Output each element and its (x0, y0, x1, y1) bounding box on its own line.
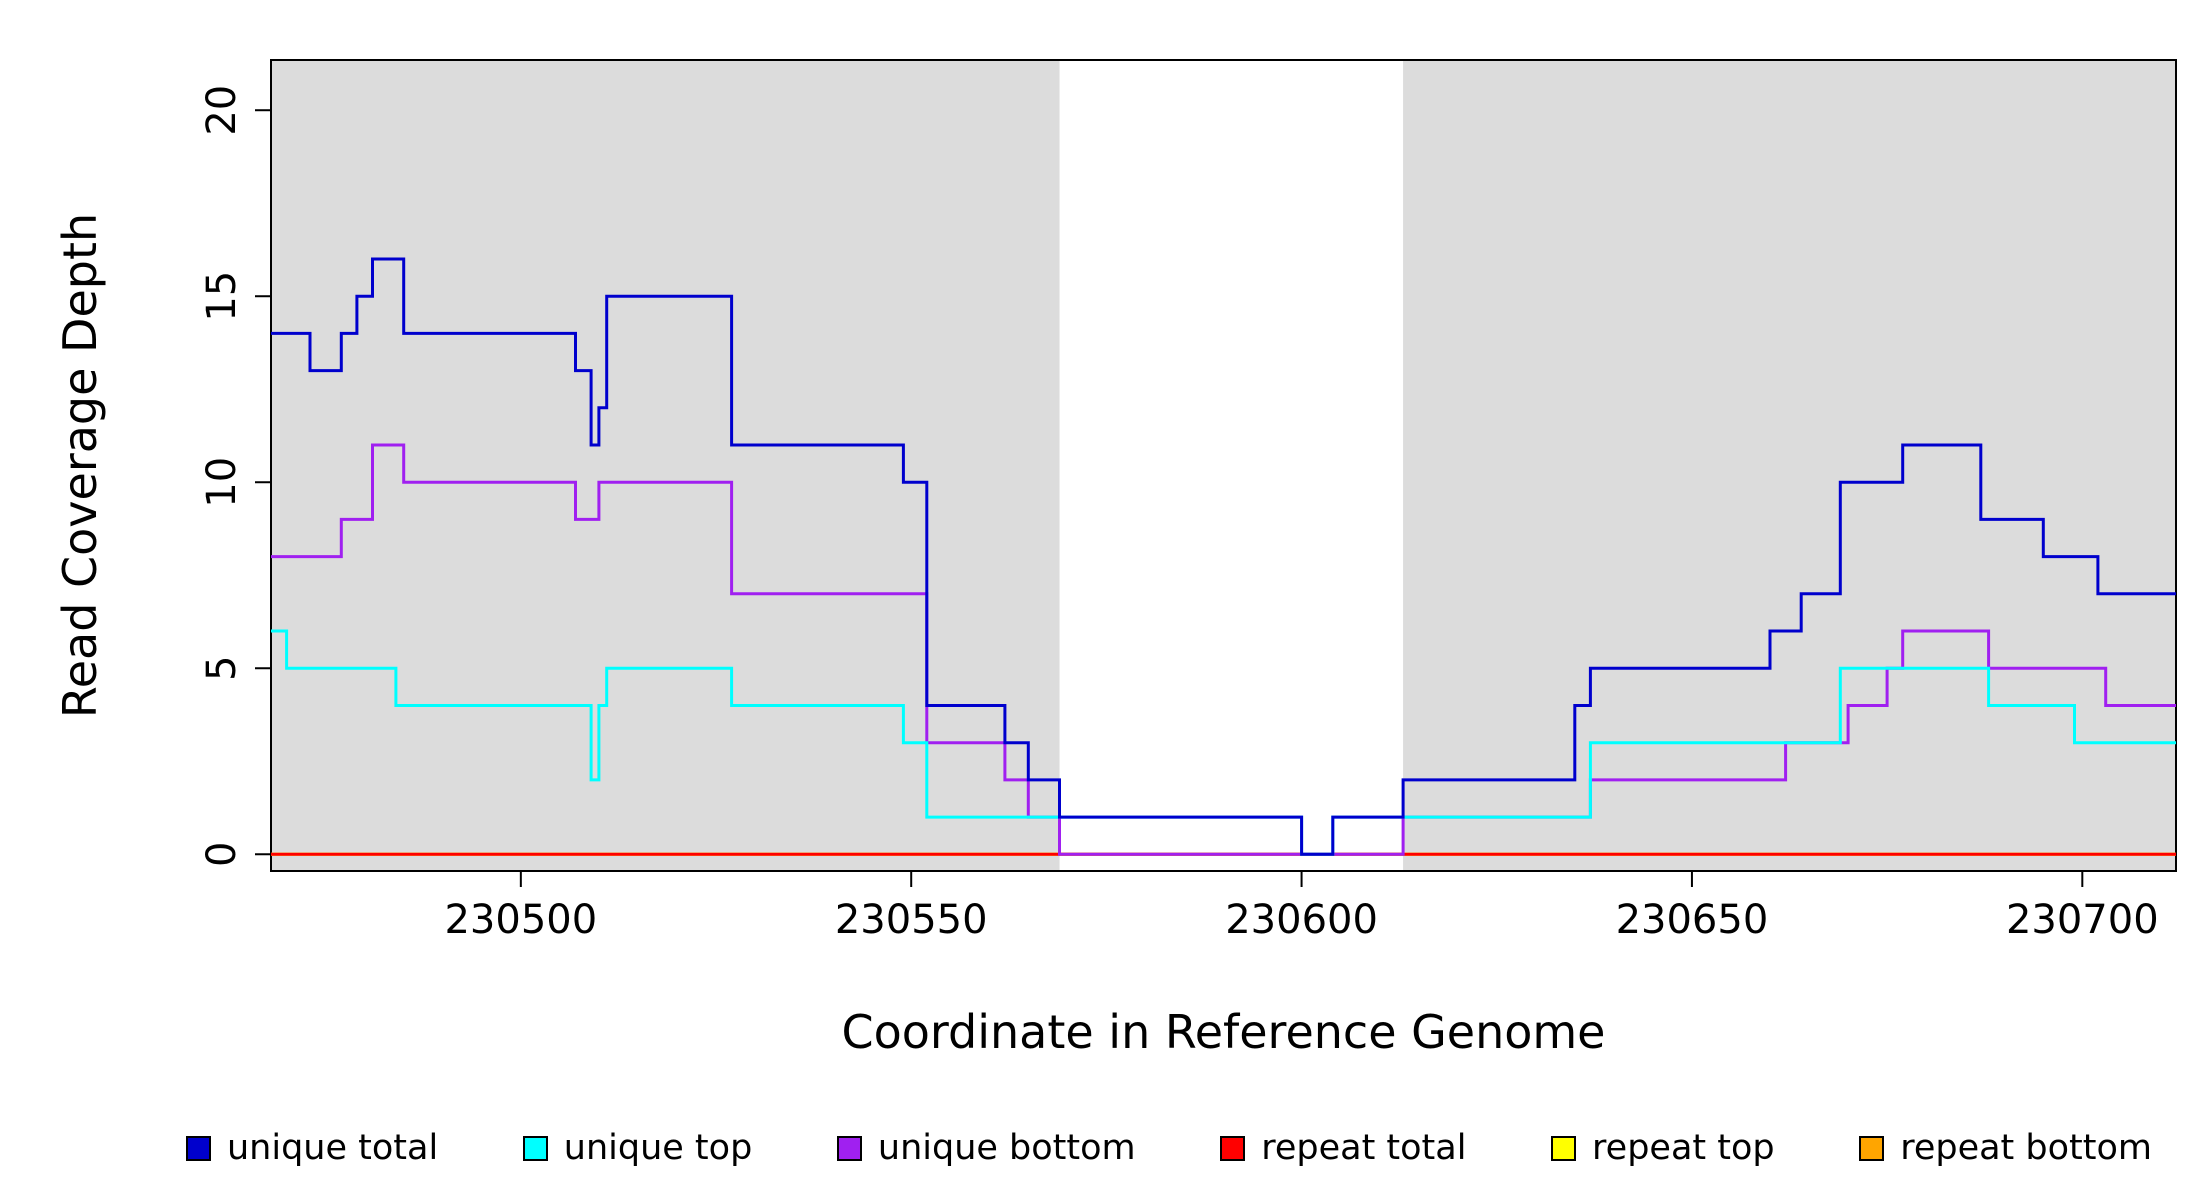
y-axis-tick-label: 10 (199, 457, 245, 508)
legend-item: repeat bottom (1859, 1128, 2152, 1168)
x-axis-tick-label: 230700 (2006, 897, 2159, 943)
y-axis-tick-label: 5 (199, 656, 245, 681)
x-axis-label: Coordinate in Reference Genome (842, 1005, 1606, 1059)
legend-item: repeat total (1220, 1128, 1466, 1168)
shaded-region (271, 60, 1060, 871)
series-line-unique-total (271, 257, 2176, 856)
y-axis-tick-label: 20 (199, 85, 245, 136)
legend-label: unique bottom (877, 1128, 1136, 1168)
legend-label: unique top (563, 1128, 753, 1168)
y-axis-tick-label: 15 (199, 271, 245, 322)
x-axis-tick-label: 230600 (1225, 897, 1378, 943)
y-axis-label: Read Coverage Depth (53, 213, 107, 718)
legend-swatch (836, 1135, 862, 1161)
legend-swatch (1551, 1135, 1577, 1161)
legend: unique total unique top unique bottom repea… (186, 1128, 2152, 1168)
y-axis-tick-label: 0 (199, 842, 245, 867)
legend-item: repeat top (1551, 1128, 1775, 1168)
legend-label: repeat bottom (1900, 1128, 2152, 1168)
shaded-region (1403, 60, 2176, 871)
series-line-unique-top (271, 629, 2176, 856)
plot-border (270, 59, 2177, 872)
legend-label: unique total (227, 1128, 439, 1168)
legend-swatch (522, 1135, 548, 1161)
x-axis-tick-label: 230500 (444, 897, 597, 943)
legend-label: repeat total (1261, 1128, 1467, 1168)
legend-item: unique top (522, 1128, 753, 1168)
coverage-plot: 230500 230550 230600 230650 230700 0 5 10 15 20 Co… (53, 59, 2177, 1059)
legend-item: unique total (186, 1128, 438, 1168)
legend-swatch (1220, 1135, 1246, 1161)
x-axis-tick-label: 230550 (835, 897, 988, 943)
legend-swatch (186, 1135, 211, 1161)
legend-swatch (1859, 1135, 1885, 1161)
x-axis-tick-label: 230650 (1616, 897, 1769, 943)
legend-item: unique bottom (836, 1128, 1136, 1168)
legend-label: repeat top (1592, 1128, 1775, 1168)
